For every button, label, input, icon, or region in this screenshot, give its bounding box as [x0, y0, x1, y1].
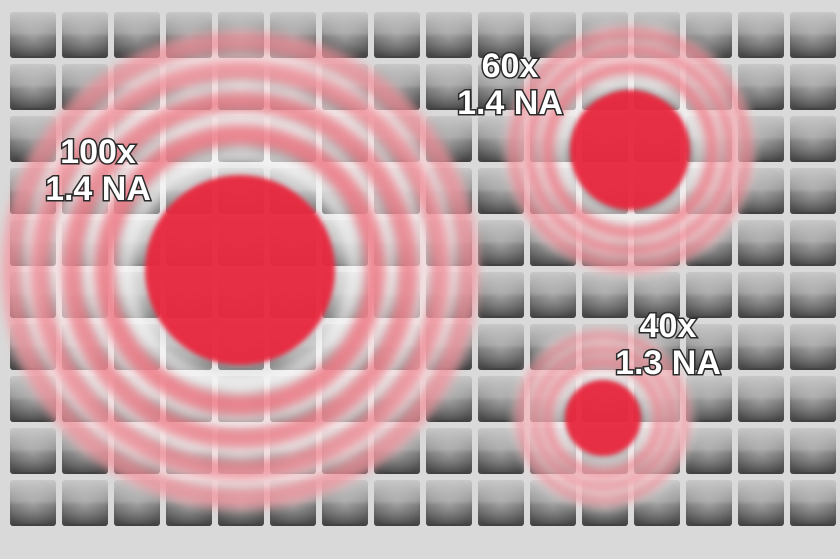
- pixel-cell: [582, 272, 628, 318]
- pixel-cell: [322, 12, 368, 58]
- diffraction-ring: [523, 43, 737, 257]
- pixel-cell: [478, 480, 524, 526]
- diffraction-ring: [61, 91, 419, 449]
- spot-40x-aperture-label: 1.3 NA: [615, 344, 721, 382]
- pixel-cell: [478, 220, 524, 266]
- pixel-cell: [790, 272, 836, 318]
- diffraction-ring: [541, 61, 719, 239]
- diffraction-ring: [516, 331, 690, 505]
- pixel-cell: [790, 428, 836, 474]
- diffraction-ring: [507, 27, 753, 273]
- pixel-cell: [738, 12, 784, 58]
- airy-spots: [1, 24, 756, 510]
- pixel-cell: [10, 480, 56, 526]
- pixel-cell: [62, 480, 108, 526]
- pixel-cell: [790, 480, 836, 526]
- airy-disk-core: [565, 380, 641, 456]
- pixel-cell: [686, 480, 732, 526]
- pixel-cell: [686, 376, 732, 422]
- pixel-cell: [10, 428, 56, 474]
- pixel-cell: [738, 324, 784, 370]
- pixel-cell: [10, 12, 56, 58]
- pixel-cell: [790, 12, 836, 58]
- pixel-cell: [426, 480, 472, 526]
- diffraction-ring: [530, 345, 676, 491]
- pixel-cell: [114, 12, 160, 58]
- pixel-cell: [322, 480, 368, 526]
- pixel-cell: [478, 12, 524, 58]
- pixel-cell: [478, 272, 524, 318]
- pixel-cell: [374, 480, 420, 526]
- spot-40x: [511, 326, 695, 510]
- airy-disk-core: [570, 90, 690, 210]
- pixel-cell: [790, 376, 836, 422]
- pixel-cell: [686, 428, 732, 474]
- pixel-cell: [790, 116, 836, 162]
- pixel-cell: [686, 272, 732, 318]
- spot-100x-magnification-label: 100x: [60, 133, 136, 171]
- pixel-cell: [10, 64, 56, 110]
- pixel-cell: [426, 12, 472, 58]
- pixel-cell: [478, 64, 524, 110]
- diffraction-ring: [29, 59, 451, 481]
- pixel-cell: [738, 220, 784, 266]
- pixel-cell: [426, 64, 472, 110]
- diffraction-ring: [1, 31, 479, 509]
- pixel-cell: [738, 272, 784, 318]
- pixel-cell: [738, 480, 784, 526]
- spot-100x-aperture-label: 1.4 NA: [45, 170, 151, 208]
- pixel-cell: [634, 272, 680, 318]
- airy-disk-core: [145, 175, 335, 365]
- pixel-cell: [62, 12, 108, 58]
- pixel-cell: [374, 12, 420, 58]
- spot-60x-aperture-label: 1.4 NA: [457, 84, 563, 122]
- pixel-cell: [790, 220, 836, 266]
- pixel-cell: [738, 428, 784, 474]
- spot-100x: [1, 31, 479, 509]
- pixel-cell: [790, 168, 836, 214]
- pixel-cell: [686, 324, 732, 370]
- pixel-cell: [478, 324, 524, 370]
- spot-60x: [504, 24, 756, 276]
- pixel-cell: [738, 376, 784, 422]
- pixel-cell: [478, 428, 524, 474]
- pixel-cell: [790, 324, 836, 370]
- pixel-cell: [530, 272, 576, 318]
- pixel-cell: [426, 428, 472, 474]
- pixel-cell: [114, 480, 160, 526]
- pixel-cell: [790, 64, 836, 110]
- spot-60x-magnification-label: 60x: [482, 47, 539, 85]
- spot-40x-magnification-label: 40x: [640, 307, 697, 345]
- diffraction-ring: [543, 358, 663, 478]
- pixel-cell: [738, 64, 784, 110]
- diffraction-ring: [94, 124, 386, 416]
